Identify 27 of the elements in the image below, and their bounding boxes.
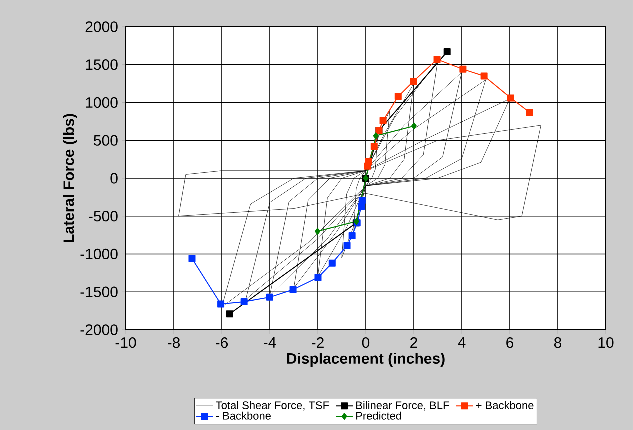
x-tick-label: 0 (362, 338, 370, 348)
x-tick-label: -2 (312, 338, 324, 348)
x-tick-label: -4 (264, 338, 276, 348)
y-tick-label: 1000 (86, 97, 118, 108)
legend-label: Predicted (356, 412, 402, 420)
legend-label: Bilinear Force, BLF (356, 401, 450, 411)
y-tick-label: 0 (110, 173, 118, 184)
x-tick-label: 8 (554, 338, 562, 348)
x-tick-label: -10 (116, 338, 136, 348)
x-tick-label: -8 (168, 338, 180, 348)
legend-label: Total Shear Force, TSF (216, 401, 330, 411)
y-tick-label: 500 (94, 135, 118, 146)
x-tick-label: -6 (216, 338, 228, 348)
y-tick-label: -1000 (80, 248, 118, 260)
x-axis-title: Displacement (inches) (287, 353, 445, 367)
y-tick-label: -2000 (80, 324, 118, 336)
x-tick-label: 10 (598, 338, 614, 348)
y-tick-label: -1500 (80, 286, 118, 298)
x-tick-label: 4 (458, 338, 466, 348)
legend-label: - Backbone (216, 412, 271, 420)
y-tick-label: 1500 (86, 60, 118, 70)
y-axis-title: Lateral Force (lbs) (63, 114, 78, 243)
legend-label: + Backbone (476, 401, 534, 410)
x-tick-label: 6 (506, 338, 514, 348)
x-tick-label: 2 (410, 338, 418, 348)
y-tick-label: -500 (89, 211, 118, 222)
y-tick-label: 2000 (86, 22, 118, 32)
